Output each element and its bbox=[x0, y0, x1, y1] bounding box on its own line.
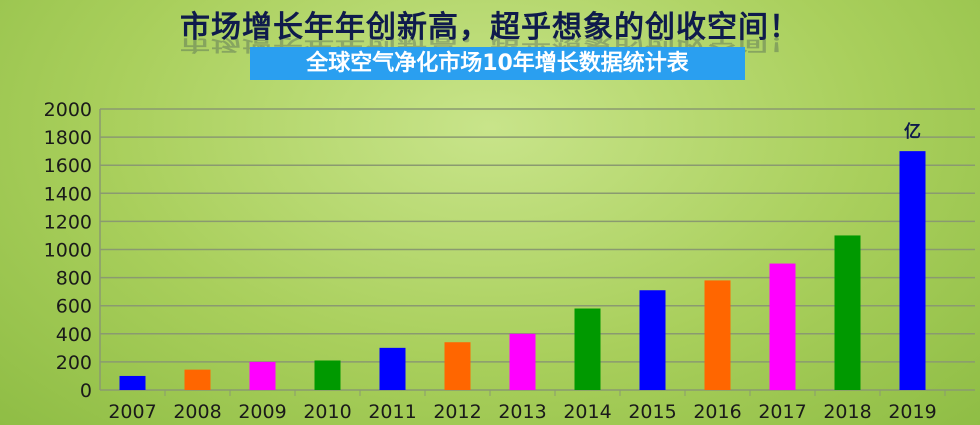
y-tick-label: 200 bbox=[56, 352, 92, 374]
x-tick-label: 2015 bbox=[628, 401, 676, 423]
bar-2007 bbox=[119, 375, 146, 390]
chart-title: 全球空气净化市场10年增长数据统计表 bbox=[250, 47, 745, 80]
x-tick-label: 2014 bbox=[563, 401, 611, 423]
bar-2015 bbox=[639, 290, 666, 390]
bar-2017 bbox=[769, 263, 796, 390]
bar-2010 bbox=[314, 360, 341, 390]
bar-2008 bbox=[184, 369, 211, 390]
unit-label: 亿 bbox=[904, 121, 921, 142]
x-tick-label: 2018 bbox=[823, 401, 871, 423]
y-tick-label: 2000 bbox=[44, 99, 92, 121]
y-tick-label: 0 bbox=[80, 380, 92, 402]
bar-2018 bbox=[834, 235, 861, 390]
x-tick-label: 2009 bbox=[238, 401, 286, 423]
y-tick-label: 1400 bbox=[44, 183, 92, 205]
bar-2014 bbox=[574, 308, 601, 390]
bar-2019 bbox=[899, 151, 926, 390]
x-tick-label: 2013 bbox=[498, 401, 546, 423]
bar-2011 bbox=[379, 347, 406, 390]
y-tick-label: 600 bbox=[56, 296, 92, 318]
x-tick-label: 2017 bbox=[758, 401, 806, 423]
y-tick-label: 400 bbox=[56, 324, 92, 346]
y-tick-label: 1800 bbox=[44, 127, 92, 149]
y-tick-label: 1600 bbox=[44, 155, 92, 177]
x-tick-label: 2012 bbox=[433, 401, 481, 423]
bar-2013 bbox=[509, 333, 536, 390]
x-tick-label: 2010 bbox=[303, 401, 351, 423]
x-tick-label: 2011 bbox=[368, 401, 416, 423]
headline: 市场增长年年创新高，超乎想象的创收空间！ bbox=[180, 10, 800, 45]
y-tick-label: 1200 bbox=[44, 211, 92, 233]
y-tick-label: 1000 bbox=[44, 240, 92, 262]
x-tick-label: 2008 bbox=[173, 401, 221, 423]
bar-2009 bbox=[249, 361, 276, 390]
y-tick-label: 800 bbox=[56, 268, 92, 290]
x-tick-label: 2007 bbox=[108, 401, 156, 423]
x-tick-label: 2019 bbox=[888, 401, 936, 423]
bar-2016 bbox=[704, 280, 731, 390]
x-tick-label: 2016 bbox=[693, 401, 741, 423]
bar-2012 bbox=[444, 342, 471, 390]
